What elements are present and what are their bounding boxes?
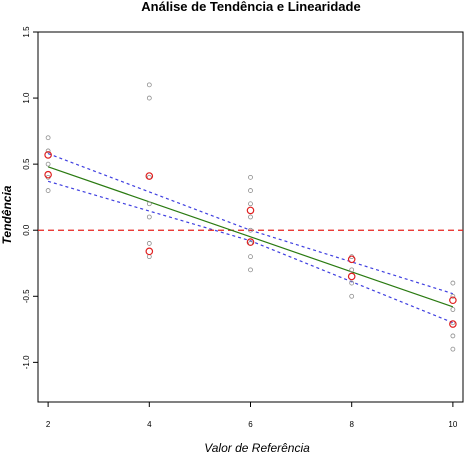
observation-point [248,227,253,233]
observation-point [146,95,152,101]
mean-point [449,320,457,328]
confidence-band-upper [47,153,454,295]
mean-point [246,206,255,215]
observation-point [45,161,51,167]
y-tick-label: 1.5 [22,26,31,38]
observation-point [450,307,456,312]
y-tick-label: 1.0 [22,92,31,104]
mean-point [145,172,154,180]
observation-point [146,201,152,207]
x-tick-label: 2 [46,420,51,429]
x-tick-label: 10 [448,420,457,429]
observation-point [450,293,456,299]
observation-point [146,254,152,260]
observation-point [146,82,152,88]
observation-point [349,280,355,286]
observation-point [45,148,51,154]
observation-point [146,241,152,246]
observation-point [45,188,51,193]
mean-point [145,247,154,256]
y-tick-label: -0.5 [22,289,31,303]
observation-point [146,214,152,220]
observation-point [248,267,253,273]
mean-point [347,272,356,281]
y-axis-label: Tendência [0,185,14,244]
mean-point [347,255,356,264]
mean-point [246,238,255,246]
observation-point [450,333,456,339]
observation-point [450,346,456,352]
observation-point [349,267,355,273]
observation-point [248,201,253,207]
plot-frame [37,31,464,403]
observation-point [349,293,355,299]
observation-point [248,188,253,193]
confidence-band-lower [47,180,454,324]
x-axis-label: Valor de Referência [204,441,310,455]
y-tick-label: 0.5 [22,158,31,170]
observation-point [45,135,51,141]
mean-point [449,296,457,305]
mean-point [44,151,52,159]
observation-point [248,254,253,260]
mean-point [44,170,52,179]
observation-point [450,280,456,286]
observation-point [248,174,253,180]
regression-line [47,166,454,308]
y-tick-label: 0.0 [22,224,31,236]
x-tick-label: 8 [349,420,354,429]
y-tick-label: -1.0 [22,355,31,369]
x-tick-label: 6 [248,420,253,429]
x-tick-label: 4 [147,420,152,429]
observation-point [248,214,253,220]
chart-title: Análise de Tendência e Linearidade [141,0,360,14]
